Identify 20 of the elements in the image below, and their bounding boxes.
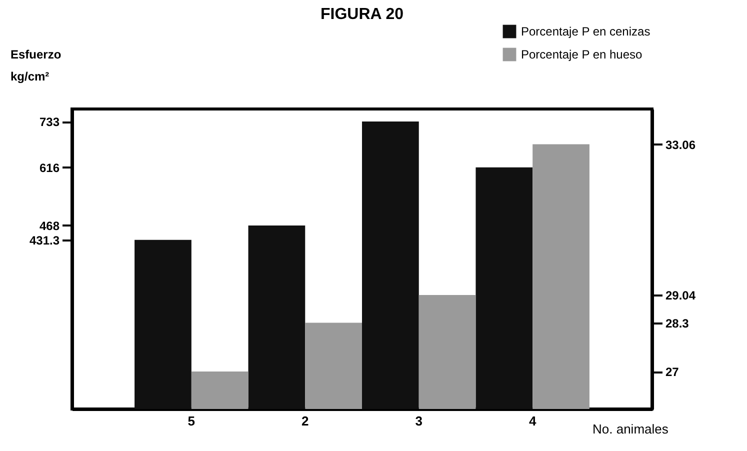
- bar: [248, 225, 306, 409]
- x-tick-label: 5: [188, 414, 196, 428]
- y2-tick-label: 29.04: [666, 288, 696, 302]
- y-tick-label: 733: [39, 115, 60, 130]
- chart-title: FIGURA 20: [320, 6, 404, 23]
- x-axis-title: No. animales: [592, 422, 669, 436]
- y2-tick-label: 28.3: [666, 316, 690, 330]
- y-tick-label: 431.3: [29, 233, 60, 248]
- bar: [134, 240, 192, 409]
- legend-label: Porcentaje P en cenizas: [521, 24, 650, 38]
- y2-tick-label: 33.06: [666, 138, 696, 152]
- y-tick-label: 616: [39, 160, 60, 175]
- x-tick-label: 3: [415, 414, 422, 428]
- bar: [362, 122, 419, 409]
- x-tick-label: 2: [302, 414, 309, 428]
- y-tick-label: 468: [39, 218, 60, 233]
- y2-tick-label: 27: [666, 365, 680, 379]
- y-axis-title: Esfuerzo kg/cm²: [10, 48, 62, 84]
- x-tick-label: 4: [528, 414, 537, 428]
- legend-label: Porcentaje P en hueso: [521, 48, 643, 62]
